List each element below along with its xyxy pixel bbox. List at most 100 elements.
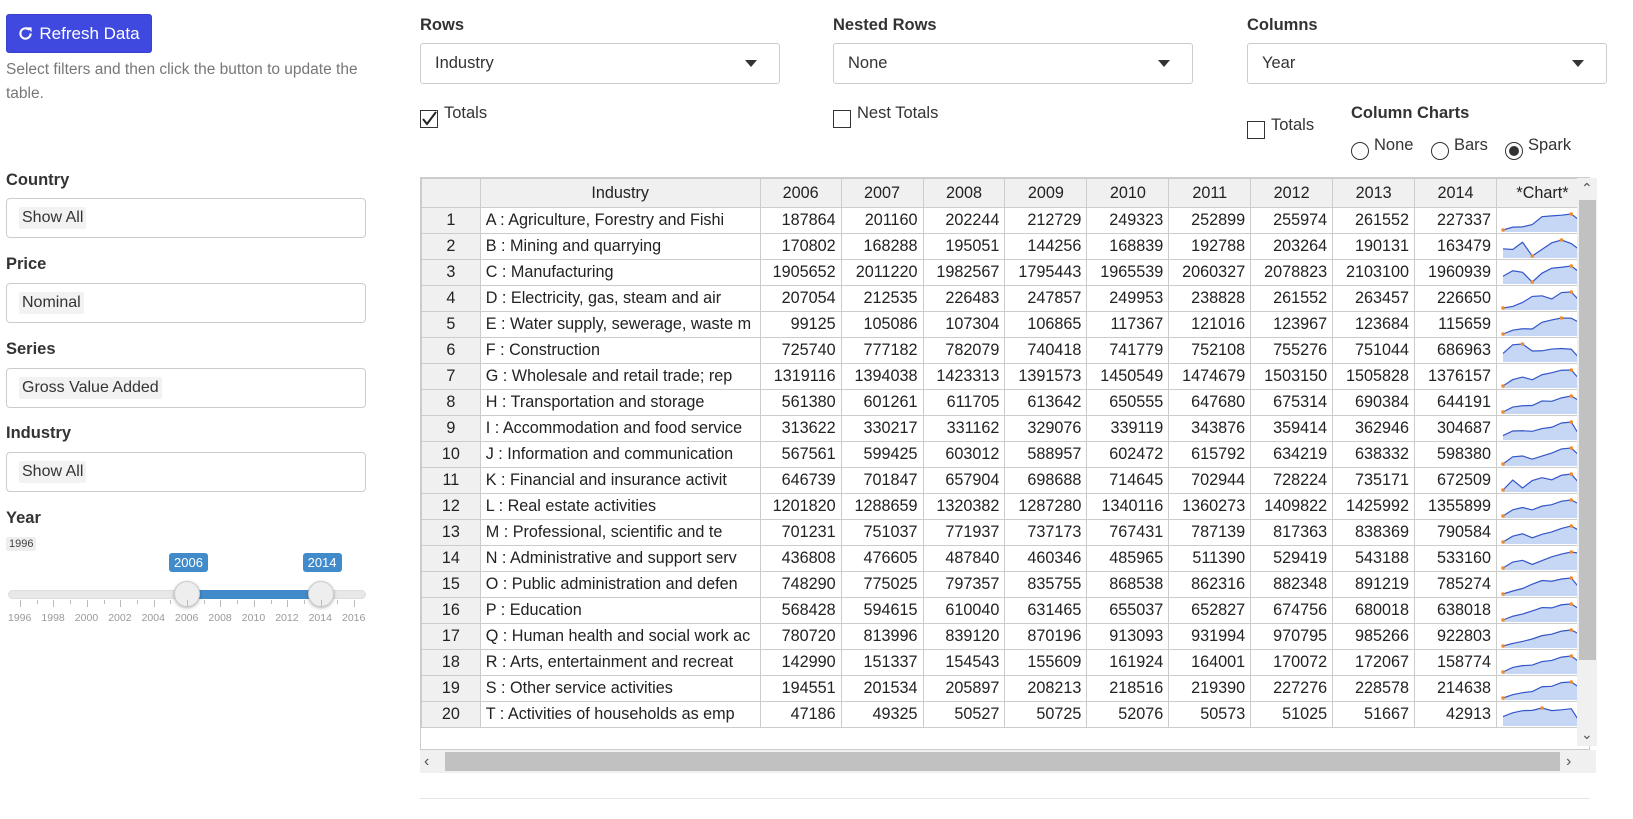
- horizontal-scroll-thumb[interactable]: [445, 752, 1560, 771]
- sparkline-max-point: [1569, 472, 1574, 476]
- value-cell: 1320382: [922, 493, 1006, 520]
- price-input[interactable]: Nominal: [6, 283, 366, 323]
- sparkline-line: [1503, 239, 1582, 257]
- slider-tick: [220, 600, 222, 607]
- nest-totals-checkbox[interactable]: [833, 110, 851, 128]
- industry-cell: A : Agriculture, Forestry and Fishi: [479, 207, 761, 234]
- nest-totals-label: Nest Totals: [857, 104, 939, 122]
- value-cell: 261552: [1332, 207, 1416, 234]
- table-row: 20 T : Activities of households as emp 471…: [421, 701, 1589, 728]
- year-header[interactable]: 2012: [1250, 178, 1334, 208]
- value-cell: 674756: [1250, 597, 1334, 624]
- nested-rows-select[interactable]: None: [833, 43, 1193, 84]
- sparkline-cell: [1495, 493, 1589, 520]
- radio-none[interactable]: [1351, 142, 1369, 160]
- value-cell: 49325: [840, 701, 924, 728]
- country-label: Country: [6, 171, 70, 189]
- sparkline-chart: [1501, 628, 1582, 648]
- rows-select[interactable]: Industry: [420, 43, 780, 84]
- sparkline-area: [1503, 630, 1582, 648]
- industry-input[interactable]: Show All: [6, 452, 366, 492]
- industry-cell: G : Wholesale and retail trade; rep: [479, 363, 761, 390]
- row-number-header[interactable]: [421, 178, 481, 208]
- sparkline-area: [1503, 500, 1582, 518]
- row-number: 10: [421, 441, 481, 468]
- industry-chip[interactable]: Show All: [19, 461, 87, 483]
- sparkline-max-point: [1569, 368, 1574, 372]
- radio-spark[interactable]: [1505, 142, 1523, 160]
- year-header[interactable]: 2009: [1004, 178, 1088, 208]
- value-cell: 672509: [1414, 467, 1497, 494]
- year-header[interactable]: 2014: [1414, 178, 1497, 208]
- country-chip[interactable]: Show All: [19, 207, 87, 229]
- sparkline-chart: [1501, 524, 1582, 544]
- totals-checkbox[interactable]: [420, 110, 438, 128]
- sparkline-line: [1503, 369, 1582, 387]
- year-to-label: 2014: [302, 553, 342, 572]
- slider-tick: [53, 600, 55, 607]
- sparkline-area: [1503, 604, 1582, 622]
- value-cell: 728224: [1250, 467, 1334, 494]
- value-cell: 690384: [1332, 389, 1416, 416]
- columns-label: Columns: [1247, 16, 1318, 34]
- value-cell: 201160: [840, 207, 924, 234]
- sparkline-cell: [1495, 311, 1589, 338]
- value-cell: 359414: [1250, 415, 1334, 442]
- industry-header[interactable]: Industry: [479, 178, 761, 208]
- value-cell: 227337: [1414, 207, 1497, 234]
- series-input[interactable]: Gross Value Added: [6, 368, 366, 408]
- columns-select[interactable]: Year: [1247, 43, 1607, 84]
- value-cell: 657904: [922, 467, 1006, 494]
- table-row: 11 K : Financial and insurance activit 646…: [421, 467, 1589, 494]
- value-cell: 99125: [759, 311, 842, 338]
- country-input[interactable]: Show All: [6, 198, 366, 238]
- sparkline-chart: [1501, 446, 1582, 466]
- sparkline-line: [1503, 343, 1582, 361]
- scroll-up-icon[interactable]: ⌃: [1581, 180, 1593, 196]
- sparkline-cell: [1495, 701, 1589, 728]
- scroll-down-icon[interactable]: ⌄: [1581, 726, 1593, 742]
- row-number: 17: [421, 623, 481, 650]
- industry-cell: C : Manufacturing: [479, 259, 761, 286]
- value-cell: 797357: [922, 571, 1006, 598]
- value-cell: 598380: [1414, 441, 1497, 468]
- value-cell: 47186: [759, 701, 842, 728]
- value-cell: 362946: [1332, 415, 1416, 442]
- slider-tick: [86, 600, 88, 607]
- value-cell: 154543: [922, 649, 1006, 676]
- year-header[interactable]: 2010: [1086, 178, 1170, 208]
- value-cell: 567561: [759, 441, 842, 468]
- series-chip[interactable]: Gross Value Added: [19, 377, 162, 399]
- value-cell: 646739: [759, 467, 842, 494]
- sparkline-chart: [1503, 264, 1582, 284]
- value-cell: 1982567: [922, 259, 1006, 286]
- sparkline-line: [1503, 525, 1582, 543]
- vertical-scroll-thumb[interactable]: [1579, 200, 1596, 660]
- row-number: 18: [421, 649, 481, 676]
- value-cell: 2060327: [1168, 259, 1252, 286]
- value-cell: 599425: [840, 441, 924, 468]
- slider-tick: [270, 600, 272, 604]
- scroll-right-icon[interactable]: ›: [1566, 753, 1572, 770]
- year-header[interactable]: 2013: [1332, 178, 1416, 208]
- year-slider-range[interactable]: [187, 590, 321, 599]
- sparkline-chart: [1503, 420, 1584, 440]
- year-header[interactable]: 2011: [1168, 178, 1252, 208]
- sparkline-cell: [1495, 675, 1589, 702]
- scroll-left-icon[interactable]: ‹: [424, 753, 430, 770]
- year-header[interactable]: 2008: [922, 178, 1006, 208]
- sparkline-area: [1503, 214, 1582, 232]
- refresh-data-button[interactable]: Refresh Data: [6, 14, 152, 53]
- year-header[interactable]: 2006: [759, 178, 842, 208]
- year-header[interactable]: 2007: [840, 178, 924, 208]
- value-cell: 1355899: [1414, 493, 1497, 520]
- value-cell: 752108: [1168, 337, 1252, 364]
- column-totals-checkbox[interactable]: [1247, 121, 1265, 139]
- price-chip[interactable]: Nominal: [19, 292, 84, 314]
- chart-header[interactable]: *Chart*: [1495, 178, 1589, 208]
- sparkline-min-point: [1501, 306, 1506, 310]
- row-number: 16: [421, 597, 481, 624]
- radio-bars[interactable]: [1431, 142, 1449, 160]
- value-cell: 201534: [840, 675, 924, 702]
